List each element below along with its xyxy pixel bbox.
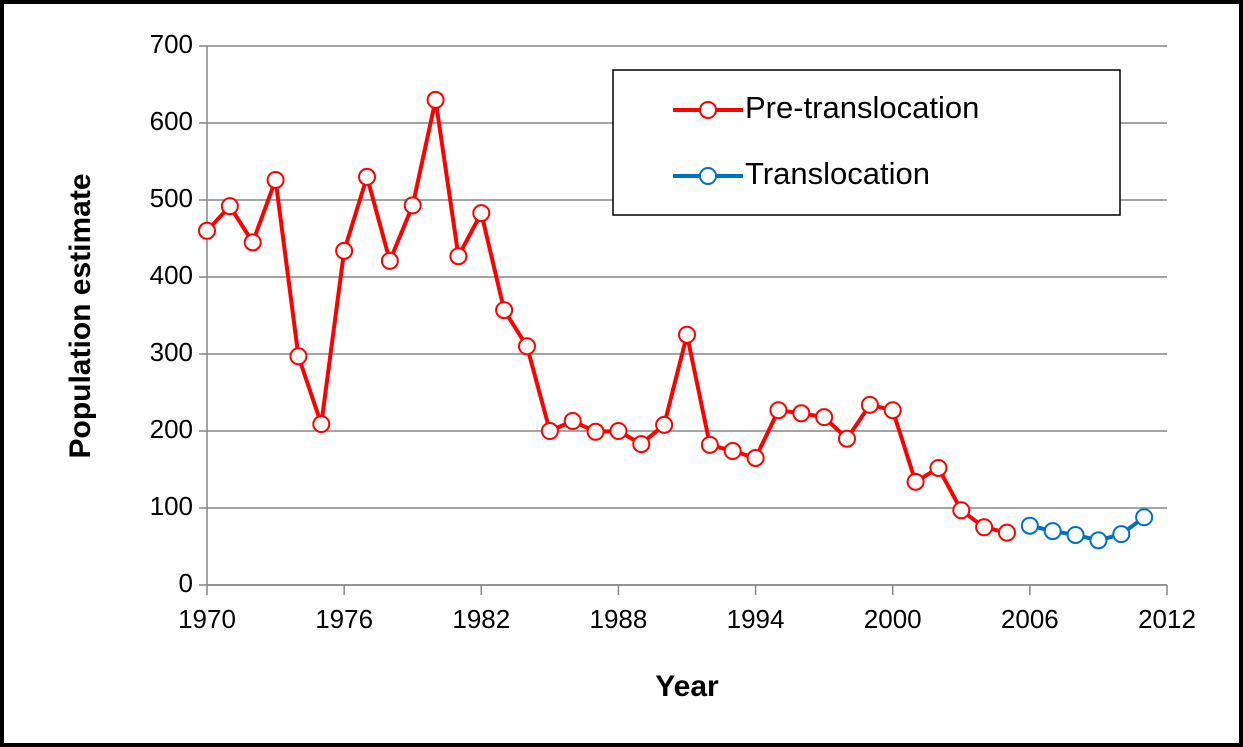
marker [678, 325, 696, 344]
marker [1089, 531, 1108, 550]
marker [403, 196, 422, 215]
y-tick-label: 200 [150, 414, 193, 444]
marker [220, 197, 239, 216]
x-tick-label: 1982 [452, 604, 510, 634]
marker [586, 422, 605, 441]
marker [1066, 525, 1085, 544]
marker [426, 90, 445, 109]
marker [906, 472, 925, 491]
marker [952, 501, 971, 520]
marker [1020, 516, 1039, 535]
y-tick-label: 500 [150, 183, 193, 213]
marker [883, 401, 902, 420]
marker [380, 251, 399, 270]
marker [358, 167, 376, 186]
x-axis-title: Year [655, 670, 719, 703]
marker [198, 221, 216, 240]
marker [243, 233, 262, 252]
legend-marker [699, 101, 717, 119]
marker [929, 458, 948, 477]
marker [975, 518, 994, 537]
marker [655, 415, 674, 434]
marker [266, 170, 285, 189]
y-tick-label: 600 [150, 106, 193, 136]
marker [518, 337, 536, 356]
marker [998, 523, 1016, 542]
marker [1112, 525, 1131, 544]
y-tick-label: 100 [150, 491, 193, 521]
x-tick-label: 1988 [590, 604, 648, 634]
x-tick-label: 1994 [727, 604, 785, 634]
marker [769, 401, 788, 420]
marker [472, 204, 491, 223]
marker [289, 347, 308, 366]
y-tick-label: 700 [150, 29, 193, 59]
y-tick-label: 300 [150, 337, 193, 367]
legend-box [612, 69, 1121, 216]
y-tick-label: 0 [179, 568, 193, 598]
marker [335, 241, 354, 260]
marker [449, 247, 468, 266]
marker [838, 429, 856, 448]
marker [312, 415, 331, 434]
marker [540, 422, 559, 440]
marker [860, 395, 879, 414]
legend-marker [699, 167, 717, 185]
legend-label: Translocation [745, 156, 930, 191]
x-tick-label: 2006 [1001, 604, 1059, 634]
marker [495, 301, 514, 320]
x-tick-label: 1970 [178, 604, 236, 634]
marker [700, 435, 719, 454]
marker [723, 442, 742, 461]
x-tick-label: 2000 [864, 604, 922, 634]
legend-label: Pre-translocation [745, 90, 979, 125]
marker [563, 411, 582, 430]
marker [1043, 522, 1062, 541]
y-axis-title: Population estimate [64, 173, 97, 458]
marker [609, 422, 628, 440]
y-tick-label: 400 [150, 260, 193, 290]
marker [632, 435, 651, 454]
x-tick-label: 1976 [315, 604, 373, 634]
marker [792, 404, 811, 423]
x-tick-label: 2012 [1138, 604, 1196, 634]
marker [1135, 508, 1154, 527]
marker [746, 448, 765, 467]
marker [815, 408, 834, 427]
